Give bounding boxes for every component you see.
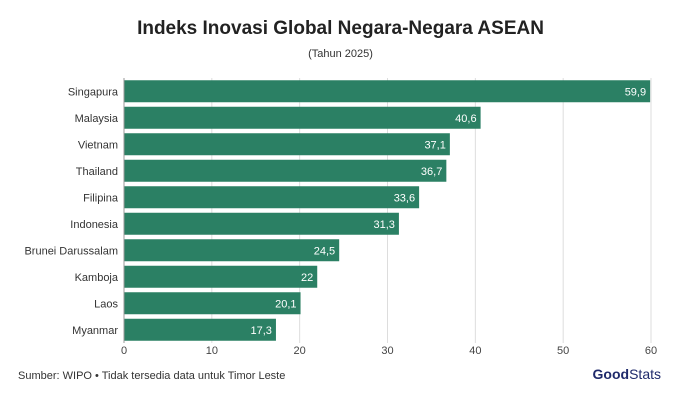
x-tick-label: 60 (645, 345, 657, 357)
bar (124, 133, 450, 156)
data-label: 36,7 (421, 166, 442, 178)
logo-rest: Stats (629, 366, 661, 382)
data-label: 31,3 (373, 219, 394, 231)
category-label: Brunei Darussalam (24, 245, 118, 257)
bar (124, 80, 651, 103)
bar (124, 239, 340, 262)
x-tick-label: 30 (381, 345, 393, 357)
data-label: 20,1 (275, 298, 296, 310)
category-label: Malaysia (75, 113, 119, 125)
source-note: Sumber: WIPO • Tidak tersedia data untuk… (18, 370, 286, 382)
bar (124, 292, 301, 315)
category-label: Vietnam (78, 139, 118, 151)
data-label: 22 (301, 272, 313, 284)
x-tick-label: 10 (206, 345, 218, 357)
bar (124, 186, 420, 209)
data-label: 17,3 (251, 325, 272, 337)
category-label: Indonesia (70, 219, 119, 231)
chart-subtitle: (Tahun 2025) (308, 48, 373, 60)
category-label: Filipina (83, 192, 119, 204)
bar (124, 318, 276, 341)
chart-title: Indeks Inovasi Global Negara-Negara ASEA… (137, 18, 544, 39)
bar (124, 159, 447, 182)
goodstats-logo: GoodStats (593, 366, 661, 382)
data-label: 59,9 (625, 86, 646, 98)
x-tick-label: 40 (469, 345, 481, 357)
data-label: 40,6 (455, 113, 476, 125)
category-label: Kamboja (75, 272, 119, 284)
category-label: Myanmar (72, 325, 118, 337)
logo-bold: Good (592, 366, 630, 382)
category-label: Laos (94, 298, 118, 310)
x-tick-label: 20 (294, 345, 306, 357)
data-label: 37,1 (424, 139, 445, 151)
x-tick-label: 0 (121, 345, 127, 357)
bar (124, 265, 318, 288)
category-label: Thailand (76, 166, 118, 178)
data-label: 33,6 (394, 192, 415, 204)
category-label: Singapura (68, 86, 119, 98)
x-tick-label: 50 (557, 345, 569, 357)
bar (124, 212, 399, 235)
bar (124, 106, 481, 129)
data-label: 24,5 (314, 245, 335, 257)
